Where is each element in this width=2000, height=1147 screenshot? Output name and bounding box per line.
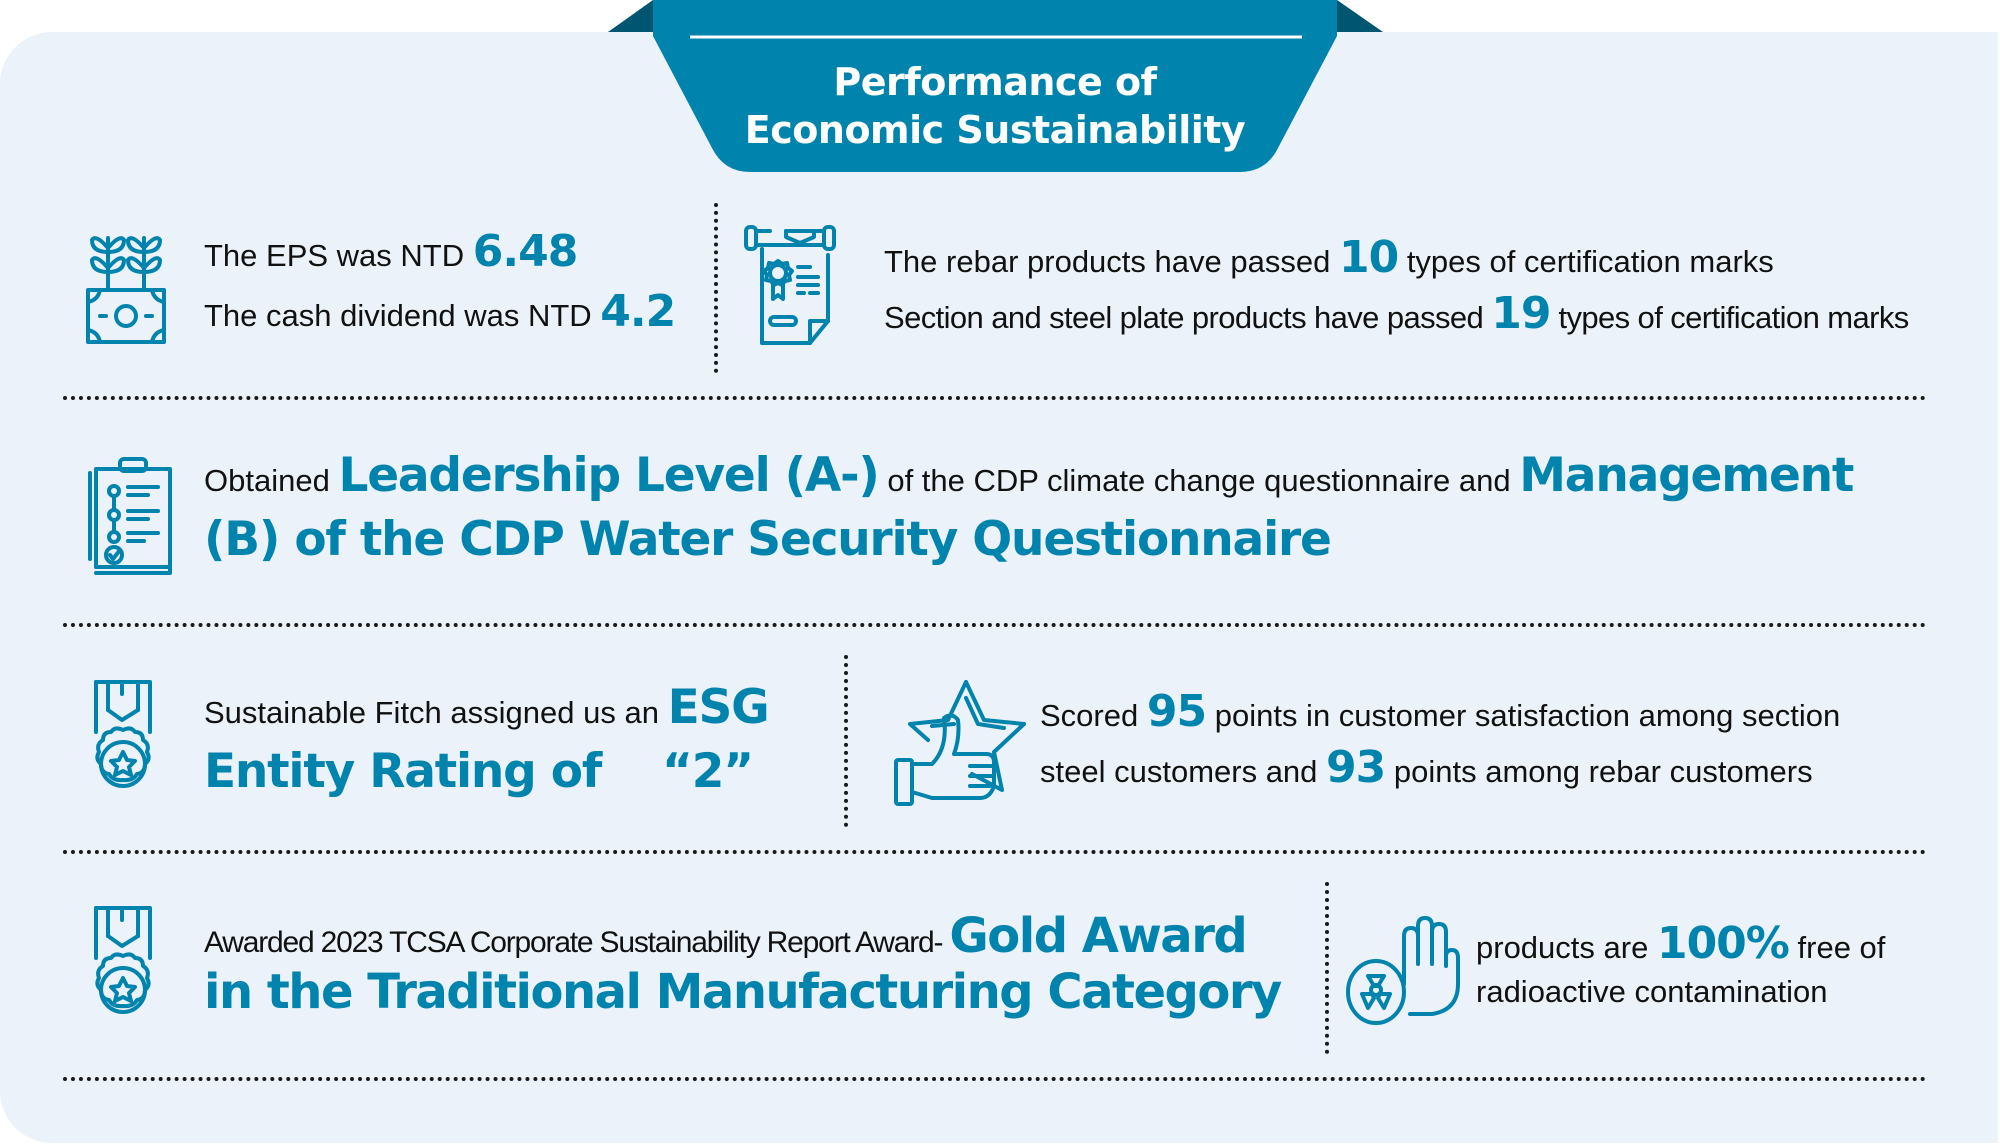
award-category: in the Traditional Manufacturing Categor…	[204, 964, 1282, 1020]
cdp-management-level: Management	[1519, 448, 1854, 503]
clipboard-checklist-icon	[88, 457, 172, 575]
page-title-line2: Economic Sustainability	[744, 108, 1246, 152]
money-growth-icon	[86, 236, 166, 344]
thumbs-up-star-icon	[894, 680, 1026, 806]
esg-pre: Sustainable Fitch assigned us an	[204, 695, 659, 730]
satisfaction-line1: Scored 95 points in customer satisfactio…	[1040, 690, 1841, 736]
section-cert-post: types of certification marks	[1558, 300, 1909, 335]
award-line1: Awarded 2023 TCSA Corporate Sustainabili…	[204, 912, 1248, 963]
cdp-leadership-level: Leadership Level (A-)	[338, 448, 879, 503]
award-pre: Awarded 2023 TCSA Corporate Sustainabili…	[204, 926, 943, 959]
page-title-line1: Performance of	[833, 60, 1157, 104]
esg-line1: Sustainable Fitch assigned us an ESG	[204, 684, 770, 733]
medal-star-icon	[94, 680, 152, 788]
dividend-label: The cash dividend was NTD	[204, 298, 592, 333]
award-gold: Gold Award	[949, 908, 1247, 964]
satisfaction-line2: steel customers and 93 points among reba…	[1040, 746, 1813, 792]
rebar-cert-pre: The rebar products have passed	[884, 244, 1331, 279]
row-divider	[63, 850, 1927, 854]
rebar-score: 93	[1326, 742, 1386, 793]
dividend-value: 4.2	[600, 286, 676, 337]
eps-value: 6.48	[472, 226, 579, 277]
radiation-line2: radioactive contamination	[1476, 972, 1828, 1012]
page-title: Performance of Economic Sustainability	[653, 58, 1337, 154]
column-divider	[1325, 882, 1329, 1054]
cdp-water-security: (B) of the CDP Water Security Questionna…	[204, 512, 1332, 567]
banner-fold-left	[608, 0, 653, 32]
eps-label: The EPS was NTD	[204, 238, 465, 273]
cdp-mid: of the CDP climate change questionnaire …	[887, 463, 1511, 498]
row-divider	[63, 623, 1927, 627]
certificate-scroll-icon	[744, 225, 836, 345]
cdp-pre: Obtained	[204, 463, 330, 498]
esg-highlight-1: ESG	[667, 680, 770, 735]
row-divider	[63, 1077, 1927, 1081]
title-banner	[608, 0, 1383, 172]
row-divider	[63, 396, 1927, 400]
dividend-line: The cash dividend was NTD 4.2	[204, 290, 676, 336]
column-divider	[714, 203, 718, 373]
satisfaction-post2: points among rebar customers	[1393, 754, 1813, 789]
banner-fold-right	[1337, 0, 1383, 32]
medal-star-icon	[94, 906, 152, 1014]
satisfaction-pre: Scored	[1040, 698, 1139, 733]
cdp-line2: (B) of the CDP Water Security Questionna…	[204, 516, 1332, 565]
rebar-cert-value: 10	[1338, 232, 1399, 283]
radiation-post: free of	[1797, 930, 1886, 965]
cdp-line1: Obtained Leadership Level (A-) of the CD…	[204, 452, 1854, 501]
radiation-pre: products are	[1476, 930, 1649, 965]
content-panel	[0, 32, 1998, 1143]
hand-radiation-icon	[1346, 916, 1460, 1025]
satisfaction-pre2: steel customers and	[1040, 754, 1318, 789]
esg-line2: Entity Rating of “2”	[204, 748, 754, 797]
section-steel-score: 95	[1146, 686, 1207, 737]
column-divider	[844, 655, 848, 827]
satisfaction-post: points in customer satisfaction among se…	[1214, 698, 1841, 733]
eps-line: The EPS was NTD 6.48	[204, 230, 578, 276]
award-line2: in the Traditional Manufacturing Categor…	[204, 968, 1282, 1018]
section-cert-line: Section and steel plate products have pa…	[884, 292, 1909, 338]
rebar-cert-line: The rebar products have passed 10 types …	[884, 236, 1774, 282]
radiation-line1: products are 100% free of	[1476, 922, 1886, 968]
radiation-free-value: 100%	[1656, 918, 1790, 969]
section-cert-pre: Section and steel plate products have pa…	[884, 300, 1484, 335]
banner-body	[653, 0, 1337, 172]
rebar-cert-post: types of certification marks	[1406, 244, 1774, 279]
section-cert-value: 19	[1491, 288, 1551, 339]
radiation-line2-text: radioactive contamination	[1476, 974, 1828, 1009]
esg-rating: Entity Rating of “2”	[204, 744, 754, 799]
